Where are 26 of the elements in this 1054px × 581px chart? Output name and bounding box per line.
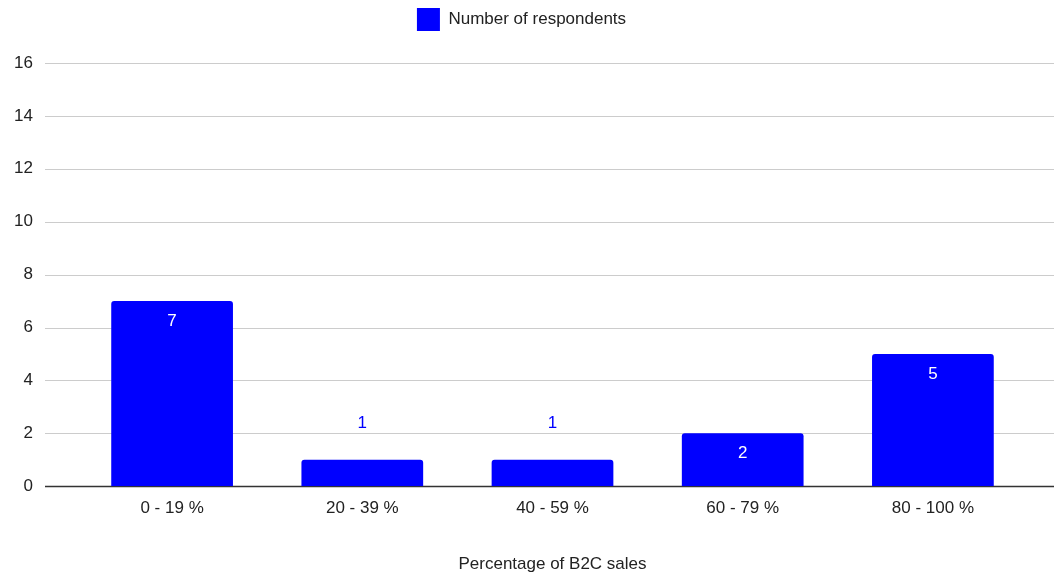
y-tick-label: 16 [14, 52, 33, 72]
bar [111, 301, 233, 487]
bar [491, 459, 614, 487]
y-tick-label: 10 [14, 211, 33, 231]
x-tick-label: 60 - 79 % [706, 498, 780, 518]
x-tick-label: 0 - 19 % [140, 498, 204, 518]
x-tick-label: 40 - 59 % [516, 498, 589, 518]
y-tick-label: 6 [23, 317, 33, 337]
legend-label: Number of respondents [448, 9, 627, 29]
data-label: 1 [357, 413, 368, 433]
x-axis-title: Percentage of B2C sales [458, 554, 647, 574]
bar [301, 459, 424, 487]
x-tick-label: 20 - 39 % [325, 498, 399, 518]
y-tick-label: 0 [23, 475, 33, 495]
y-tick-label: 8 [23, 264, 33, 284]
data-label: 7 [167, 310, 177, 330]
bar [681, 433, 804, 487]
data-label: 5 [928, 363, 938, 383]
y-tick-label: 4 [23, 370, 33, 390]
data-label: 2 [737, 442, 748, 462]
y-tick-label: 12 [14, 158, 33, 178]
data-label: 1 [547, 413, 558, 433]
y-tick-label: 2 [23, 422, 33, 442]
x-tick-label: 80 - 100 % [891, 498, 975, 518]
bar [872, 353, 994, 487]
y-tick-label: 14 [14, 105, 33, 125]
